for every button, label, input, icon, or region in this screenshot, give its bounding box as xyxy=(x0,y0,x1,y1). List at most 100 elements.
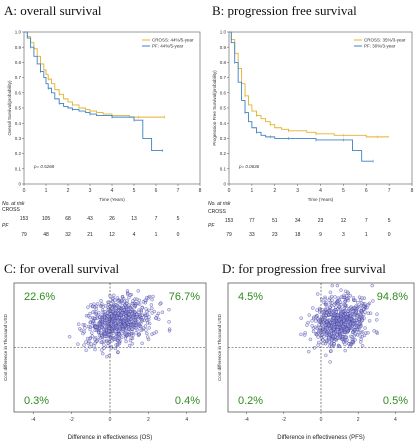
y-tick-label-b: 0.6 xyxy=(220,90,227,95)
x-tick-label-a: 5 xyxy=(133,188,136,194)
scatter-point xyxy=(324,332,328,336)
scatter-point xyxy=(120,298,124,303)
scatter-point xyxy=(114,334,118,339)
scatter-point xyxy=(355,314,360,318)
scatter-point xyxy=(346,312,350,316)
scatter-point xyxy=(344,314,348,319)
scatter-point xyxy=(341,324,345,328)
risk-value-a: 48 xyxy=(43,232,49,238)
scatter-point xyxy=(366,311,370,315)
scatter-point xyxy=(149,303,154,307)
scatter-point xyxy=(339,329,343,333)
scatter-point xyxy=(367,301,372,306)
scatter-point xyxy=(324,338,328,343)
scatter-point xyxy=(167,327,172,331)
scatter-point xyxy=(353,306,357,310)
risk-value-b: 5 xyxy=(388,218,391,224)
scatter-point xyxy=(127,312,132,316)
risk-table-title-a: No. at risk xyxy=(2,201,25,207)
p-value-b: p= 0.0636 xyxy=(238,164,260,169)
scatter-point xyxy=(89,342,93,346)
scatter-point xyxy=(167,307,171,312)
scatter-point xyxy=(345,338,349,342)
scatter-point xyxy=(154,316,158,320)
scatter-point xyxy=(76,342,80,346)
scatter-point xyxy=(135,328,139,332)
scatter-point xyxy=(132,306,136,310)
risk-row-label-b: PF xyxy=(208,223,215,229)
scatter-point xyxy=(323,341,328,346)
scatter-point xyxy=(322,300,326,305)
risk-row-label-a: CROSS xyxy=(2,207,20,213)
scatter-point xyxy=(315,333,319,337)
scatter-point xyxy=(334,338,339,342)
scatter-point xyxy=(105,354,109,359)
scatter-point xyxy=(106,341,111,345)
scatter-point xyxy=(321,338,325,342)
scatter-point xyxy=(317,329,321,333)
scatter-point xyxy=(145,313,150,317)
scatter-point xyxy=(91,316,95,320)
scatter-point xyxy=(125,321,130,325)
risk-value-a: 21 xyxy=(87,232,93,238)
x-tick-label-a: 1 xyxy=(45,188,48,194)
scatter-point xyxy=(141,326,146,330)
quadrant-bottom-right-d: 0.5% xyxy=(383,395,408,407)
x-tick-label-a: 8 xyxy=(199,188,202,194)
scatter-point xyxy=(137,310,141,314)
scatter-point xyxy=(81,323,85,327)
scatter-point xyxy=(322,335,326,339)
scatter-point xyxy=(107,317,112,321)
scatter-point xyxy=(102,339,106,343)
scatter-point xyxy=(316,292,320,296)
scatter-point xyxy=(321,313,326,318)
y-tick-label-a: 0.3 xyxy=(15,136,22,141)
scatter-point xyxy=(370,283,374,288)
scatter-point xyxy=(332,342,336,346)
scatter-point xyxy=(339,303,343,307)
scatter-point xyxy=(93,347,97,352)
scatter-point xyxy=(317,340,321,345)
risk-value-b: 1 xyxy=(365,232,368,238)
scatter-point xyxy=(357,330,361,335)
scatter-point xyxy=(112,293,116,298)
scatter-point xyxy=(346,290,350,294)
x-tick-label-d: -2 xyxy=(282,417,287,423)
scatter-point xyxy=(334,310,338,314)
scatter-point xyxy=(144,307,148,311)
scatter-point xyxy=(128,293,132,297)
scatter-point xyxy=(325,319,329,324)
x-tick-label-b: 6 xyxy=(365,188,368,194)
y-tick-label-a: 0.6 xyxy=(15,90,22,95)
scatter-point xyxy=(329,349,333,353)
scatter-point xyxy=(142,318,146,323)
risk-value-a: 5 xyxy=(177,216,180,222)
risk-value-a: 43 xyxy=(87,216,93,222)
scatter-point xyxy=(88,320,92,325)
scatter-point xyxy=(299,316,303,320)
x-tick-label-b: 3 xyxy=(296,188,299,194)
scatter-point xyxy=(129,336,133,340)
scatter-point xyxy=(356,300,360,305)
scatter-point xyxy=(311,329,316,334)
y-tick-label-a: 0.1 xyxy=(15,166,22,171)
scatter-point xyxy=(359,313,363,317)
scatter-point xyxy=(352,315,357,320)
scatter-point xyxy=(323,297,327,301)
scatter-point xyxy=(346,309,350,313)
risk-value-b: 23 xyxy=(272,232,278,238)
scatter-point xyxy=(138,314,142,318)
scatter-point xyxy=(139,328,143,333)
x-tick-label-d: 2 xyxy=(357,417,360,423)
scatter-point xyxy=(102,343,106,347)
scatter-point xyxy=(362,312,366,317)
scatter-point xyxy=(124,332,128,336)
risk-value-a: 68 xyxy=(65,216,71,222)
scatter-point xyxy=(358,334,362,338)
scatter-point xyxy=(139,324,143,329)
scatter-point xyxy=(324,353,328,357)
x-tick-label-d: 0 xyxy=(320,417,323,423)
scatter-point xyxy=(337,330,342,334)
scatter-point xyxy=(335,333,339,337)
survival-curve-a-pf xyxy=(24,31,163,152)
